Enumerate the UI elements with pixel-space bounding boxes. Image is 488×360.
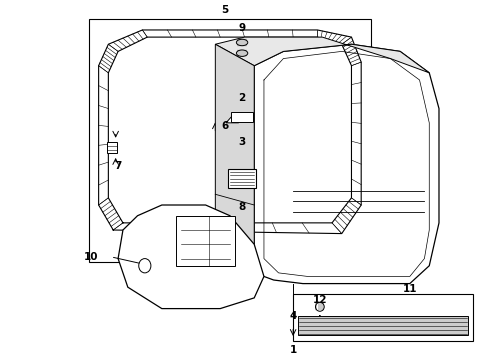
Ellipse shape xyxy=(139,258,151,273)
Text: 4: 4 xyxy=(289,311,296,321)
Ellipse shape xyxy=(315,302,324,311)
Polygon shape xyxy=(118,205,264,309)
Text: 10: 10 xyxy=(84,252,99,262)
Bar xyxy=(297,316,467,336)
Text: 11: 11 xyxy=(402,284,416,294)
Text: 5: 5 xyxy=(221,5,228,15)
Text: 12: 12 xyxy=(312,295,326,305)
Text: 9: 9 xyxy=(238,23,245,33)
Polygon shape xyxy=(254,44,438,284)
Bar xyxy=(228,169,255,188)
Bar xyxy=(231,112,252,122)
Text: 6: 6 xyxy=(221,121,228,131)
Bar xyxy=(176,216,234,266)
Bar xyxy=(89,19,370,262)
Text: 2: 2 xyxy=(238,93,245,103)
Bar xyxy=(292,294,472,341)
Polygon shape xyxy=(215,37,428,73)
Ellipse shape xyxy=(236,39,247,46)
Text: 3: 3 xyxy=(238,138,245,148)
Text: 7: 7 xyxy=(114,161,122,171)
Bar xyxy=(107,143,116,153)
Polygon shape xyxy=(215,44,254,273)
Text: 1: 1 xyxy=(289,345,296,355)
Text: 8: 8 xyxy=(238,202,245,212)
Polygon shape xyxy=(225,116,238,123)
Ellipse shape xyxy=(236,50,247,57)
